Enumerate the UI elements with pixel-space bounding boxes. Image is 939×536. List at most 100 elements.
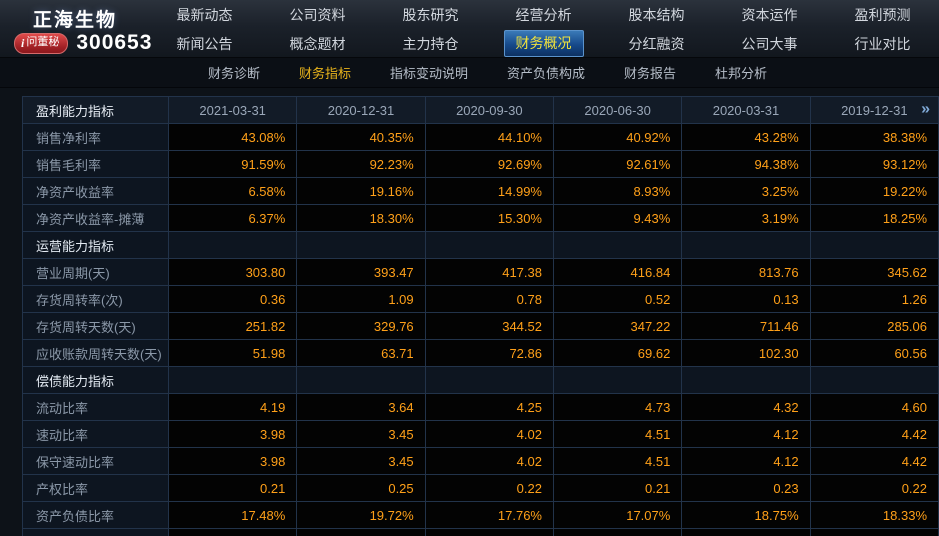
partial-next-row bbox=[22, 528, 939, 536]
top-nav-item[interactable]: 最新动态 bbox=[176, 7, 233, 23]
metric-value: 102.30 bbox=[681, 339, 811, 367]
metric-value bbox=[552, 366, 683, 394]
metric-value: 4.02 bbox=[424, 447, 554, 475]
metric-value: 3.98 bbox=[167, 420, 298, 448]
table-header-row: 盈利能力指标 2021-03-31 2020-12-31 2020-09-30 2020… bbox=[22, 96, 939, 124]
metric-value: 69.62 bbox=[552, 339, 683, 367]
table-row: 资产负债比率 17.48% 19.72% 17.76% 17.07% 18.75% 18.3… bbox=[22, 501, 939, 529]
top-nav-item[interactable]: 概念题材 bbox=[289, 35, 346, 52]
metric-value: 19.72% bbox=[296, 501, 426, 529]
top-nav-item[interactable]: 公司资料 bbox=[289, 7, 346, 23]
metric-value: 3.98 bbox=[167, 447, 298, 475]
top-nav-item[interactable]: 财务概况 bbox=[487, 29, 600, 58]
metric-value bbox=[424, 528, 554, 536]
metric-value: 4.42 bbox=[809, 447, 939, 475]
metric-value: 711.46 bbox=[681, 312, 811, 340]
company-sub-row: i 问董秘 300653 bbox=[14, 31, 152, 55]
top-nav-item[interactable]: 股东研究 bbox=[402, 7, 459, 23]
section-row: 运营能力指标 bbox=[22, 231, 939, 259]
metric-value: 0.52 bbox=[552, 285, 683, 313]
metric-value: 329.76 bbox=[296, 312, 426, 340]
section-label: 偿债能力指标 bbox=[22, 366, 169, 394]
metric-value: 4.25 bbox=[424, 393, 554, 421]
top-nav-item[interactable]: 股本结构 bbox=[628, 7, 685, 23]
metric-value bbox=[809, 366, 939, 394]
top-nav-item[interactable]: 新闻公告 bbox=[176, 35, 233, 52]
top-nav-item[interactable]: 行业对比 bbox=[854, 35, 911, 52]
metric-value: 9.43% bbox=[552, 204, 683, 232]
subnav-item-active[interactable]: 财务指标 bbox=[298, 66, 351, 81]
top-nav-item[interactable]: 资本运作 bbox=[741, 7, 798, 23]
metric-value: 0.21 bbox=[167, 474, 298, 502]
top-nav-item[interactable]: 盈利预测 bbox=[854, 7, 911, 23]
metric-value: 0.25 bbox=[296, 474, 426, 502]
top-nav-item[interactable]: 主力持仓 bbox=[402, 35, 459, 52]
metric-value: 63.71 bbox=[296, 339, 426, 367]
subnav-item[interactable]: 财务报告 bbox=[624, 66, 677, 81]
row-label: 速动比率 bbox=[22, 420, 169, 448]
metric-value: 3.64 bbox=[296, 393, 426, 421]
metric-value: 3.45 bbox=[296, 447, 426, 475]
metric-value: 3.25% bbox=[681, 177, 811, 205]
table-row: 销售净利率 43.08% 40.35% 44.10% 40.92% 43.28% 38.38… bbox=[22, 123, 939, 151]
row-label: 销售毛利率 bbox=[22, 150, 169, 178]
metric-value: 813.76 bbox=[681, 258, 811, 286]
metric-value: 0.13 bbox=[681, 285, 811, 313]
metric-value bbox=[809, 231, 939, 259]
metric-value bbox=[424, 231, 554, 259]
row-label: 销售净利率 bbox=[22, 123, 169, 151]
column-header-date: 2020-06-30 bbox=[552, 96, 683, 124]
metric-value: 4.12 bbox=[681, 420, 811, 448]
metric-value: 4.12 bbox=[681, 447, 811, 475]
row-label: 保守速动比率 bbox=[22, 447, 169, 475]
metric-value: 18.75% bbox=[681, 501, 811, 529]
next-columns-arrow[interactable]: » bbox=[921, 100, 930, 118]
metric-value bbox=[552, 231, 683, 259]
column-header-date: 2020-09-30 bbox=[424, 96, 554, 124]
table-row: 存货周转率(次) 0.36 1.09 0.78 0.52 0.13 1.26 bbox=[22, 285, 939, 313]
metric-value: 6.58% bbox=[167, 177, 298, 205]
metric-value: 91.59% bbox=[167, 150, 298, 178]
top-nav-item[interactable]: 分红融资 bbox=[628, 35, 685, 52]
row-label: 流动比率 bbox=[22, 393, 169, 421]
row-label: 应收账款周转天数(天) bbox=[22, 339, 169, 367]
metric-value: 51.98 bbox=[167, 339, 298, 367]
row-label bbox=[22, 528, 169, 536]
financial-indicators-table: 盈利能力指标 2021-03-31 2020-12-31 2020-09-30 2020… bbox=[22, 96, 939, 536]
metric-value: 344.52 bbox=[424, 312, 554, 340]
subnav-item[interactable]: 资产负债构成 bbox=[507, 66, 586, 81]
metric-value: 43.28% bbox=[681, 123, 811, 151]
ask-secretary-badge[interactable]: i 问董秘 bbox=[14, 32, 69, 54]
top-nav-item[interactable]: 经营分析 bbox=[515, 7, 572, 23]
finance-subnav: 财务诊断 财务指标 指标变动说明 资产负债构成 财务报告 杜邦分析 bbox=[0, 58, 939, 88]
row-label: 存货周转天数(天) bbox=[22, 312, 169, 340]
metric-value: 1.09 bbox=[296, 285, 426, 313]
table-row: 净资产收益率 6.58% 19.16% 14.99% 8.93% 3.25% 19.22% bbox=[22, 177, 939, 205]
metric-value: 4.51 bbox=[552, 447, 683, 475]
table-row: 营业周期(天) 303.80 393.47 417.38 416.84 813.76 345… bbox=[22, 258, 939, 286]
subnav-item[interactable]: 财务诊断 bbox=[207, 66, 260, 81]
subnav-item[interactable]: 杜邦分析 bbox=[715, 66, 768, 81]
table-row: 流动比率 4.19 3.64 4.25 4.73 4.32 4.60 bbox=[22, 393, 939, 421]
table-corner-label: 盈利能力指标 bbox=[22, 96, 169, 124]
metric-value: 3.45 bbox=[296, 420, 426, 448]
metric-value: 0.23 bbox=[681, 474, 811, 502]
metric-value: 93.12% bbox=[809, 150, 939, 178]
table-row: 应收账款周转天数(天) 51.98 63.71 72.86 69.62 102.30 60.… bbox=[22, 339, 939, 367]
table-row: 保守速动比率 3.98 3.45 4.02 4.51 4.12 4.42 bbox=[22, 447, 939, 475]
metric-value: 40.35% bbox=[296, 123, 426, 151]
metric-value: 0.78 bbox=[424, 285, 554, 313]
metric-value: 18.33% bbox=[809, 501, 939, 529]
table-row: 速动比率 3.98 3.45 4.02 4.51 4.12 4.42 bbox=[22, 420, 939, 448]
metric-value: 417.38 bbox=[424, 258, 554, 286]
top-nav-row-1: 最新动态 公司资料 股东研究 经营分析 股本结构 资本运作 盈利预测 bbox=[148, 0, 939, 30]
stock-code: 300653 bbox=[76, 31, 153, 54]
metric-value bbox=[167, 366, 298, 394]
metric-value: 303.80 bbox=[167, 258, 298, 286]
metric-value: 4.51 bbox=[552, 420, 683, 448]
metric-value: 17.48% bbox=[167, 501, 298, 529]
top-nav-item[interactable]: 公司大事 bbox=[741, 35, 798, 52]
metric-value bbox=[681, 528, 811, 536]
metric-value: 92.23% bbox=[296, 150, 426, 178]
subnav-item[interactable]: 指标变动说明 bbox=[389, 66, 468, 81]
